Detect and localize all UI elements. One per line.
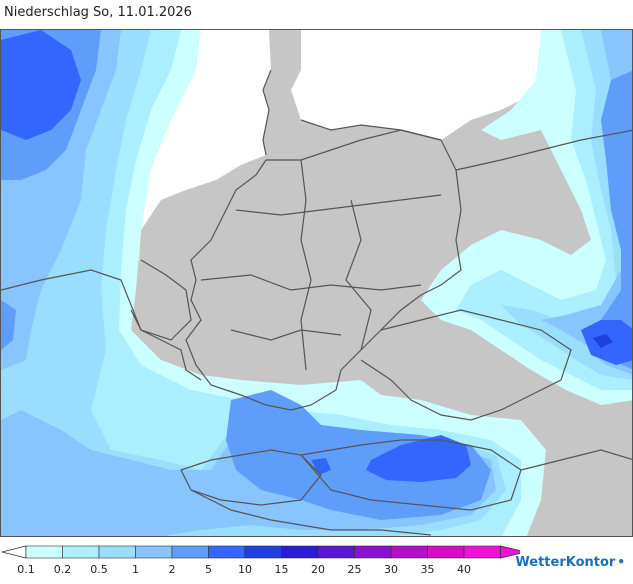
- precipitation-map: [0, 29, 633, 537]
- legend-label: 0.2: [54, 563, 72, 576]
- precip-10-east: [593, 334, 613, 348]
- legend-label: 10: [238, 563, 252, 576]
- legend-label: 0.5: [90, 563, 108, 576]
- borders: [1, 69, 632, 536]
- legend-label: 25: [348, 563, 362, 576]
- coast-line: [262, 69, 442, 156]
- legend-label: 2: [169, 563, 176, 576]
- legend-label: 5: [205, 563, 212, 576]
- legend-swatch: [208, 545, 246, 559]
- brand-name: WetterKontor: [515, 555, 616, 570]
- germany-border: [185, 129, 462, 411]
- precip-0-2-west: [1, 30, 521, 536]
- precip-2-westedge: [1, 300, 16, 350]
- legend-label: 15: [275, 563, 289, 576]
- italy-border: [190, 489, 432, 536]
- droplet-icon: •: [617, 555, 625, 569]
- legend-swatch: [463, 545, 501, 559]
- state-lines-4: [200, 274, 422, 291]
- legend-arrow-high: [500, 545, 527, 559]
- legend-swatch: [281, 545, 319, 559]
- legend-swatch: [354, 545, 392, 559]
- legend-label: 40: [457, 563, 471, 576]
- legend-label: 20: [311, 563, 325, 576]
- state-lines-3: [345, 199, 372, 351]
- legend-swatch: [244, 545, 282, 559]
- legend-label: 1: [132, 563, 139, 576]
- legend-swatch: [427, 545, 465, 559]
- legend-arrow-low: [1, 545, 27, 559]
- legend-swatch: [98, 545, 136, 559]
- baltic-sea: [291, 30, 561, 140]
- legend-label: 0.1: [17, 563, 35, 576]
- poland-border: [455, 129, 632, 171]
- precip-2-east: [581, 70, 632, 370]
- state-lines-1: [235, 194, 442, 216]
- legend-swatch: [62, 545, 100, 559]
- precip-2-south: [226, 390, 491, 520]
- legend-swatch: [25, 545, 63, 559]
- state-lines-5: [230, 329, 342, 341]
- precip-5-west: [1, 30, 81, 140]
- state-lines-2: [300, 159, 312, 371]
- legend-swatch: [171, 545, 209, 559]
- wetterkontor-logo[interactable]: WetterKontor •: [515, 555, 625, 570]
- precipitation-legend: 0.1 0.2 0.5 1 2 5 10 15 20 25 30 35 40: [0, 540, 633, 580]
- hungary-border: [520, 449, 632, 471]
- legend-swatch: [135, 545, 173, 559]
- legend-label: 30: [384, 563, 398, 576]
- swiss-border: [180, 449, 322, 506]
- map-title: Niederschlag So, 11.01.2026: [4, 5, 192, 20]
- precip-5-south: [366, 435, 471, 482]
- legend-swatch: [390, 545, 428, 559]
- france-border: [1, 269, 202, 381]
- legend-swatch: [317, 545, 355, 559]
- legend-label: 35: [421, 563, 435, 576]
- czech-border: [360, 309, 572, 421]
- precip-5-lake: [311, 458, 331, 475]
- precip-0-2-east: [456, 30, 632, 390]
- precip-0-5-east: [501, 30, 632, 380]
